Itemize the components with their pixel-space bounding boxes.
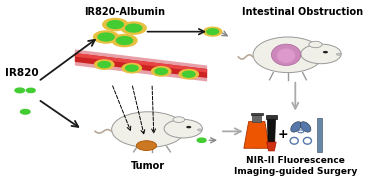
Circle shape [301,44,341,64]
Ellipse shape [253,37,323,73]
Circle shape [173,117,185,122]
Circle shape [323,51,328,53]
Ellipse shape [291,122,301,132]
Circle shape [103,18,128,31]
Circle shape [121,22,146,34]
Polygon shape [75,53,207,78]
Circle shape [125,65,138,71]
Circle shape [179,70,198,79]
Circle shape [186,126,191,128]
Ellipse shape [300,122,311,132]
Circle shape [116,37,133,44]
Circle shape [298,130,304,133]
Ellipse shape [246,121,267,149]
Polygon shape [318,118,322,152]
Ellipse shape [271,44,301,66]
Circle shape [98,33,114,41]
Polygon shape [266,142,276,151]
Text: +: + [277,128,288,141]
Circle shape [125,24,142,32]
Circle shape [94,31,119,43]
Circle shape [183,71,195,77]
Circle shape [107,21,123,28]
Circle shape [15,88,25,93]
Text: Tumor: Tumor [131,161,166,171]
Circle shape [152,67,171,76]
Circle shape [164,119,202,138]
Text: IR820-Albumin: IR820-Albumin [84,7,165,17]
Ellipse shape [112,112,185,147]
Text: IR820: IR820 [5,68,39,78]
Polygon shape [75,50,207,82]
Circle shape [98,62,110,68]
Text: Intestinal Obstruction: Intestinal Obstruction [242,7,363,17]
Circle shape [207,29,218,35]
Circle shape [336,53,341,55]
Polygon shape [75,53,207,73]
Circle shape [198,129,202,131]
Circle shape [203,27,222,36]
Circle shape [122,64,141,73]
Polygon shape [244,122,270,148]
Circle shape [309,41,322,48]
Text: NIR-II Fluorescence
Imaging-guided Surgery: NIR-II Fluorescence Imaging-guided Surge… [234,156,357,176]
Circle shape [26,88,35,92]
Ellipse shape [136,141,156,151]
Circle shape [112,34,137,47]
Ellipse shape [277,49,295,63]
Polygon shape [267,119,276,142]
Polygon shape [253,115,261,122]
Polygon shape [251,113,263,115]
Polygon shape [266,115,277,119]
Circle shape [155,68,167,74]
Circle shape [20,109,30,114]
Circle shape [197,138,206,142]
Circle shape [94,60,114,69]
